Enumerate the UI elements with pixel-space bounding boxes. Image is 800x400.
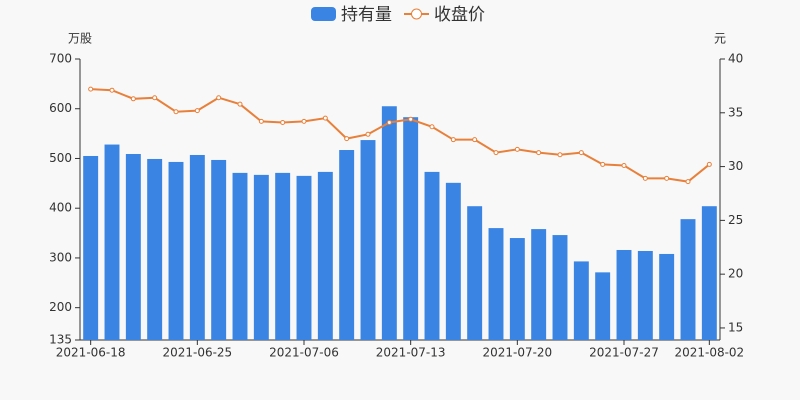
- bar: [680, 219, 696, 340]
- line: [90, 88, 710, 183]
- line-point: [408, 116, 414, 122]
- line-point: [600, 161, 606, 167]
- x-tick-label: 2021-07-13: [376, 346, 446, 360]
- line-point: [557, 152, 563, 158]
- bar: [701, 206, 717, 340]
- bar: [488, 228, 504, 340]
- bar: [339, 150, 355, 340]
- legend-label: 收盘价: [434, 5, 485, 25]
- x-tick-label: 2021-07-06: [269, 346, 339, 360]
- line-point: [450, 137, 456, 143]
- line-point: [237, 101, 243, 107]
- line-point: [130, 96, 136, 102]
- line-point: [536, 150, 542, 156]
- x-tick-label: 2021-06-25: [162, 346, 232, 360]
- bar: [125, 153, 141, 340]
- bar: [189, 154, 205, 340]
- line-point: [429, 124, 435, 130]
- bar: [637, 250, 653, 340]
- line-point: [706, 161, 712, 167]
- y-tick-label: 200: [49, 300, 72, 314]
- x-tick-label: 2021-06-18: [56, 346, 126, 360]
- line-point: [664, 175, 670, 181]
- line-point: [493, 150, 499, 156]
- bar: [232, 172, 248, 340]
- line-point: [109, 87, 115, 93]
- bar: [168, 161, 184, 340]
- y2-tick-label: 40: [728, 52, 743, 66]
- bar: [573, 261, 589, 340]
- bar: [275, 172, 291, 340]
- line-point: [216, 95, 222, 101]
- line-point: [152, 95, 158, 101]
- y2-axis-unit: 元: [714, 32, 726, 46]
- line-point: [173, 109, 179, 115]
- bar: [509, 238, 525, 340]
- legend-swatch: [311, 7, 336, 21]
- line-point: [301, 118, 307, 124]
- x-tick-label: 2021-07-20: [482, 346, 552, 360]
- line-point: [578, 150, 584, 156]
- bar: [317, 171, 333, 340]
- y2-tick-label: 35: [728, 105, 743, 119]
- line-point: [280, 119, 286, 125]
- line-point: [344, 136, 350, 142]
- y2-tick-label: 25: [728, 213, 743, 227]
- x-tick-label: 2021-07-27: [589, 346, 659, 360]
- line-point: [386, 119, 392, 125]
- bar: [147, 158, 163, 340]
- bar: [424, 171, 440, 340]
- y-tick-label: 700: [49, 52, 72, 66]
- bar: [531, 229, 547, 340]
- line-point: [514, 146, 520, 152]
- bar: [360, 140, 376, 340]
- bar: [211, 159, 227, 340]
- line-point: [621, 163, 627, 169]
- y-tick-label: 135: [49, 333, 72, 347]
- bar: [552, 235, 568, 340]
- y2-tick-label: 15: [728, 320, 743, 334]
- line-point: [642, 175, 648, 181]
- bar: [595, 272, 611, 340]
- legend-swatch: [411, 8, 422, 20]
- line-point: [365, 131, 371, 137]
- line-point: [194, 108, 200, 114]
- bar: [403, 117, 419, 340]
- y-tick-label: 600: [49, 101, 72, 115]
- bar: [445, 182, 461, 340]
- bar: [104, 144, 120, 340]
- bar: [616, 249, 632, 340]
- y-tick-label: 400: [49, 201, 72, 215]
- legend-label: 持有量: [341, 5, 392, 25]
- line-point: [472, 137, 478, 143]
- line-point: [322, 115, 328, 121]
- bar: [467, 206, 483, 340]
- line-point: [258, 118, 264, 124]
- line-point: [685, 179, 691, 185]
- bar: [659, 253, 675, 340]
- y-tick-label: 300: [49, 250, 72, 264]
- y2-tick-label: 20: [728, 267, 743, 281]
- bar: [83, 155, 99, 340]
- y-tick-label: 500: [49, 151, 72, 165]
- y2-tick-label: 30: [728, 159, 743, 173]
- bar: [296, 175, 312, 340]
- y-axis-unit: 万股: [68, 32, 92, 46]
- x-tick-label: 2021-08-02: [674, 346, 744, 360]
- bar: [381, 106, 397, 340]
- bar: [253, 174, 269, 340]
- line-point: [88, 86, 94, 92]
